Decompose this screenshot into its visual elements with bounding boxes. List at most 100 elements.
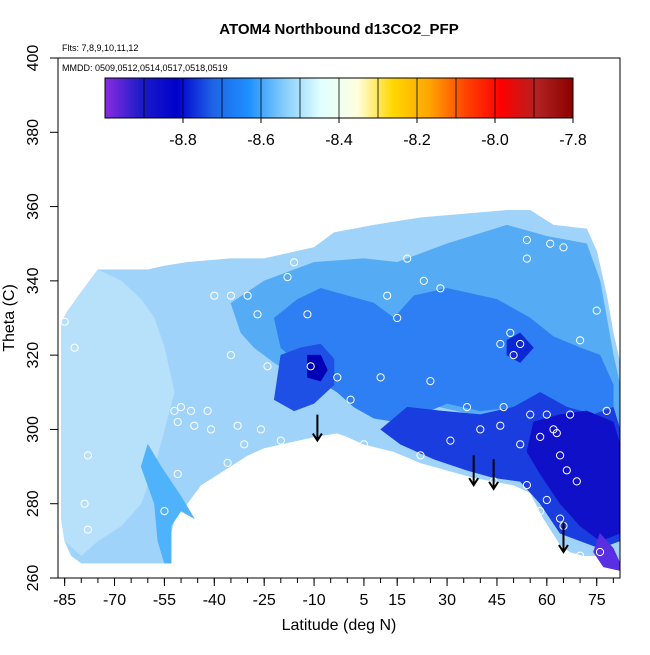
sample-point [426, 377, 435, 386]
x-tick-label: 75 [588, 592, 606, 609]
sample-point [566, 410, 575, 419]
colorbar-tick-label: -8.2 [403, 132, 431, 149]
sample-point [263, 362, 272, 371]
sample-point [203, 406, 212, 415]
sample-point [572, 477, 581, 486]
sample-point [256, 425, 265, 434]
y-tick-label: 380 [25, 119, 42, 146]
sample-point [496, 339, 505, 349]
sample-point [522, 481, 532, 490]
sample-point [243, 291, 252, 300]
y-tick-label: 260 [25, 565, 42, 592]
x-tick-label: -40 [203, 592, 226, 609]
sample-point [416, 451, 425, 460]
y-tick-label: 320 [25, 342, 42, 369]
contour-field [61, 210, 620, 571]
sample-point [592, 306, 601, 315]
chart-title: ATOM4 Northbound d13CO2_PFP [219, 21, 458, 38]
flights-label: Flts: 7,8,9,10,11,12 [62, 43, 138, 53]
sample-point [403, 254, 412, 263]
sample-point [226, 351, 235, 360]
sample-point [526, 410, 535, 419]
sample-point [276, 436, 285, 445]
sample-point [383, 291, 392, 300]
arrow-marker [312, 414, 323, 443]
sample-point [376, 373, 385, 382]
sample-point [522, 254, 532, 263]
sample-point [546, 239, 555, 248]
x-tick-label: -10 [302, 592, 325, 609]
sample-point [516, 440, 525, 449]
arrow-marker [558, 522, 569, 554]
sample-point [496, 421, 505, 430]
colorbar-tick-label: -8.4 [325, 132, 353, 149]
sample-point [303, 310, 312, 319]
sample-point [233, 421, 242, 430]
arrow-markers [312, 414, 569, 554]
sample-point [536, 507, 545, 516]
y-tick-label: 340 [25, 267, 42, 294]
sample-point [306, 362, 315, 371]
plot-frame [57, 57, 621, 579]
sample-point [346, 395, 355, 404]
sample-point [60, 317, 69, 326]
sample-point [193, 507, 202, 516]
x-tick-label: -25 [253, 592, 276, 609]
field-region-deep-4 [307, 354, 328, 382]
y-tick-label: 280 [25, 490, 42, 517]
sample-point [206, 425, 216, 434]
sample-point [476, 425, 485, 434]
sample-point [542, 410, 551, 419]
sample-point [419, 276, 428, 285]
field-region-pale-west [61, 269, 175, 557]
x-axis-label: Latitude (deg N) [282, 617, 397, 634]
sample-point [173, 469, 182, 479]
sample-point [393, 313, 402, 323]
sample-point [509, 351, 518, 360]
sample-point [223, 458, 232, 467]
sample-point [210, 291, 219, 300]
sample-point [176, 403, 186, 412]
x-tick-label: 5 [359, 592, 368, 609]
sample-point [186, 406, 196, 415]
x-tick-label: 60 [538, 592, 556, 609]
sample-point [499, 403, 508, 412]
sample-point [536, 432, 545, 441]
y-tick-label: 300 [25, 416, 42, 443]
sample-point [462, 403, 472, 412]
x-tick-label: 30 [438, 592, 456, 609]
sample-point [290, 258, 299, 267]
sample-point [80, 499, 89, 508]
y-tick-label: 360 [25, 193, 42, 220]
x-tick-label: -55 [153, 592, 176, 609]
sample-point [602, 406, 611, 415]
x-tick-label: -70 [103, 592, 126, 609]
x-axis: -85 -70 -55 -40 -25 -10 5 15 30 45 60 75 [53, 578, 614, 609]
sample-point [506, 328, 515, 337]
arrow-marker [488, 459, 499, 491]
field-region-deep-3 [526, 410, 620, 542]
sample-point [556, 514, 565, 523]
sample-point [552, 429, 561, 438]
sample-point [559, 243, 568, 252]
colorbar-tick-label: -8.6 [247, 132, 275, 149]
field-region-sky-mid [140, 443, 195, 564]
sample-point [576, 551, 585, 560]
arrow-marker [468, 455, 480, 487]
colorbar-tick-label: -8.0 [481, 132, 509, 149]
y-tick-label: 400 [25, 45, 42, 72]
colorbar-tick-label: -7.8 [559, 132, 587, 149]
colorbar-ticks: -8.8 -8.6 -8.4 -8.2 -8.0 -7.8 [143, 78, 587, 149]
x-tick-label: 15 [388, 592, 406, 609]
sample-point [283, 273, 292, 282]
sample-point [193, 499, 202, 508]
x-tick-label: -85 [53, 592, 76, 609]
y-axis: 260 280 300 320 340 360 380 400 [25, 45, 58, 592]
field-region-violet [593, 532, 620, 571]
y-axis-label: Theta (C) [1, 284, 18, 352]
sample-point [446, 436, 455, 445]
sample-point [226, 291, 235, 300]
x-tick-label: 45 [488, 592, 506, 609]
